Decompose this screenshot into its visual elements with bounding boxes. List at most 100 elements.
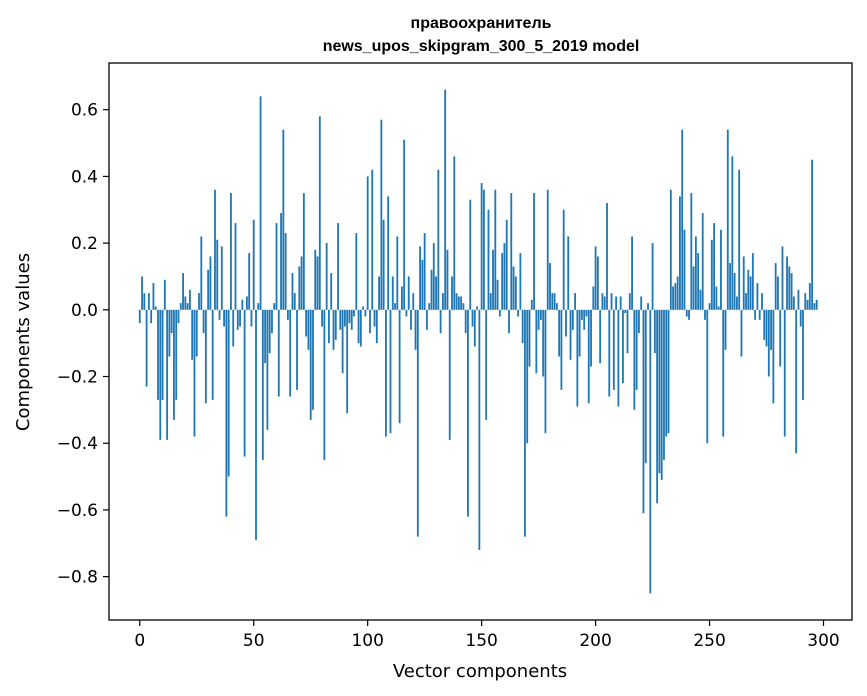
bar <box>815 299 818 310</box>
bar <box>761 293 763 310</box>
bar <box>774 263 777 310</box>
bar <box>619 296 622 310</box>
bar <box>467 309 469 517</box>
bar <box>145 309 148 387</box>
bar <box>359 309 362 347</box>
bar <box>679 196 681 310</box>
bar <box>644 309 647 464</box>
bar <box>615 296 618 310</box>
bar <box>268 309 271 354</box>
bar <box>576 309 579 407</box>
bar <box>708 303 711 310</box>
x-tick-label: 100 <box>351 631 383 651</box>
bar <box>280 213 282 310</box>
bar <box>788 266 791 310</box>
bar <box>706 309 709 444</box>
bar <box>464 309 467 334</box>
bar <box>713 223 716 310</box>
bar <box>692 266 695 310</box>
bar <box>512 266 515 310</box>
bar <box>594 246 597 310</box>
bar <box>494 189 497 310</box>
bar <box>150 309 153 324</box>
x-axis: 0 50 100 150 200 250 300 <box>134 620 840 651</box>
bar <box>309 309 312 420</box>
bar <box>492 249 494 310</box>
bar <box>649 309 652 594</box>
bar <box>704 309 706 320</box>
bar <box>266 309 269 430</box>
y-tick-label: 0.2 <box>71 234 98 254</box>
bar <box>314 249 317 310</box>
bar <box>236 309 239 330</box>
bar <box>453 156 456 310</box>
bar <box>735 296 738 310</box>
bar <box>300 256 303 310</box>
bar <box>184 296 187 310</box>
bar <box>533 193 535 310</box>
bar <box>284 233 287 310</box>
bar <box>403 139 406 310</box>
bar <box>396 236 399 310</box>
bar <box>435 276 437 310</box>
bar <box>298 266 301 310</box>
bar <box>168 309 171 357</box>
bar <box>503 243 506 310</box>
bar <box>141 276 143 310</box>
bar <box>337 223 339 310</box>
bar <box>571 309 574 330</box>
bar <box>316 256 319 310</box>
bar <box>508 309 510 334</box>
bar <box>535 309 538 374</box>
bar <box>362 306 365 310</box>
bar <box>460 296 463 310</box>
bar <box>209 256 212 310</box>
bar <box>318 116 321 310</box>
bar <box>558 309 561 357</box>
bar <box>437 169 440 310</box>
bar <box>720 229 722 310</box>
bar <box>179 303 182 310</box>
bar <box>239 309 241 327</box>
bars <box>138 89 818 594</box>
bar <box>227 309 230 477</box>
plot-frame <box>108 62 853 621</box>
bar <box>685 309 688 317</box>
bar <box>624 309 627 314</box>
bar <box>631 236 633 310</box>
bar <box>562 209 565 310</box>
bar <box>275 223 278 310</box>
bar <box>332 309 335 350</box>
bar <box>312 309 314 410</box>
bar <box>218 309 221 320</box>
bar <box>214 189 216 310</box>
bar <box>161 309 164 400</box>
x-tick-label: 300 <box>807 631 839 651</box>
bar <box>729 263 731 310</box>
bar <box>555 303 558 310</box>
bar <box>635 309 638 390</box>
bar <box>198 293 200 310</box>
bar <box>765 309 768 347</box>
bar <box>601 293 604 310</box>
chart-subtitle: news_upos_skipgram_300_5_2019 model <box>323 38 640 55</box>
bar <box>665 309 668 437</box>
bar <box>587 309 590 404</box>
bar <box>241 299 244 310</box>
bar <box>763 309 766 340</box>
bar <box>375 309 378 344</box>
bar <box>271 309 273 334</box>
bar <box>394 303 396 310</box>
bar <box>138 309 141 324</box>
bar <box>380 119 383 310</box>
bar <box>159 309 162 440</box>
bar <box>574 293 576 310</box>
bar <box>740 309 743 357</box>
bar <box>553 293 556 310</box>
bar <box>633 309 636 410</box>
bar <box>524 309 526 537</box>
bar <box>726 129 729 310</box>
bar <box>811 159 814 310</box>
bar <box>471 309 474 327</box>
bar <box>786 256 788 310</box>
